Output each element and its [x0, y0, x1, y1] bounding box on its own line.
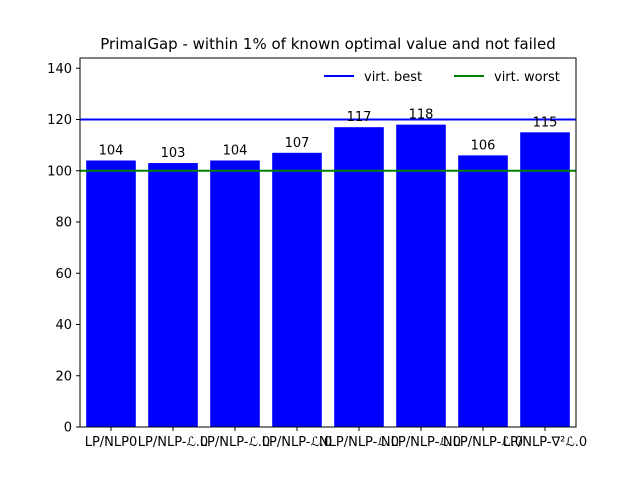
- x-tick-label-3: LP/NLP-ℒ.0: [262, 435, 332, 450]
- y-tick-label-2: 40: [55, 318, 72, 333]
- legend-label-0: virt. best: [364, 70, 422, 85]
- data-label-5: 118: [409, 108, 434, 123]
- y-tick-label-5: 100: [47, 164, 72, 179]
- y-tick-label-1: 20: [55, 369, 72, 384]
- bar-1: [148, 163, 198, 427]
- x-tick-label-4: NLP/NLP-ℒ.0: [319, 435, 399, 450]
- y-tick-label-0: 0: [64, 421, 72, 436]
- chart-title: PrimalGap - within 1% of known optimal v…: [100, 35, 555, 53]
- bar-6: [458, 155, 508, 427]
- data-label-7: 115: [533, 115, 558, 130]
- data-label-2: 104: [223, 144, 248, 159]
- legend: virt. best virt. worst: [324, 70, 560, 85]
- data-label-3: 107: [285, 136, 310, 151]
- x-tick-label-6: NLP/NLP-ℒ.0: [443, 435, 523, 450]
- bar-3: [272, 152, 322, 427]
- legend-label-1: virt. worst: [494, 70, 560, 85]
- bar-0: [86, 160, 136, 427]
- x-tick-label-5: NLP/NLP-ℒ.0: [381, 435, 461, 450]
- bar-5: [396, 124, 446, 427]
- x-tick-label-0: LP/NLP0: [85, 435, 138, 450]
- data-label-4: 117: [347, 110, 372, 125]
- bar-2: [210, 160, 260, 427]
- x-tick-label-2: LP/NLP-ℒ.0: [200, 435, 270, 450]
- x-tick-label-7: LP/NLP-∇²ℒ.0: [503, 435, 587, 450]
- x-tick-label-1: LP/NLP-ℒ.0: [138, 435, 208, 450]
- data-label-1: 103: [161, 146, 186, 161]
- data-label-0: 104: [99, 144, 124, 159]
- plot-frame: [79, 57, 577, 428]
- bar-4: [334, 127, 384, 427]
- y-tick-label-7: 140: [47, 62, 72, 77]
- y-tick-label-4: 80: [55, 216, 72, 231]
- y-tick-label-6: 120: [47, 113, 72, 128]
- data-label-6: 106: [471, 138, 496, 153]
- y-tick-label-3: 60: [55, 267, 72, 282]
- bar-7: [520, 132, 570, 427]
